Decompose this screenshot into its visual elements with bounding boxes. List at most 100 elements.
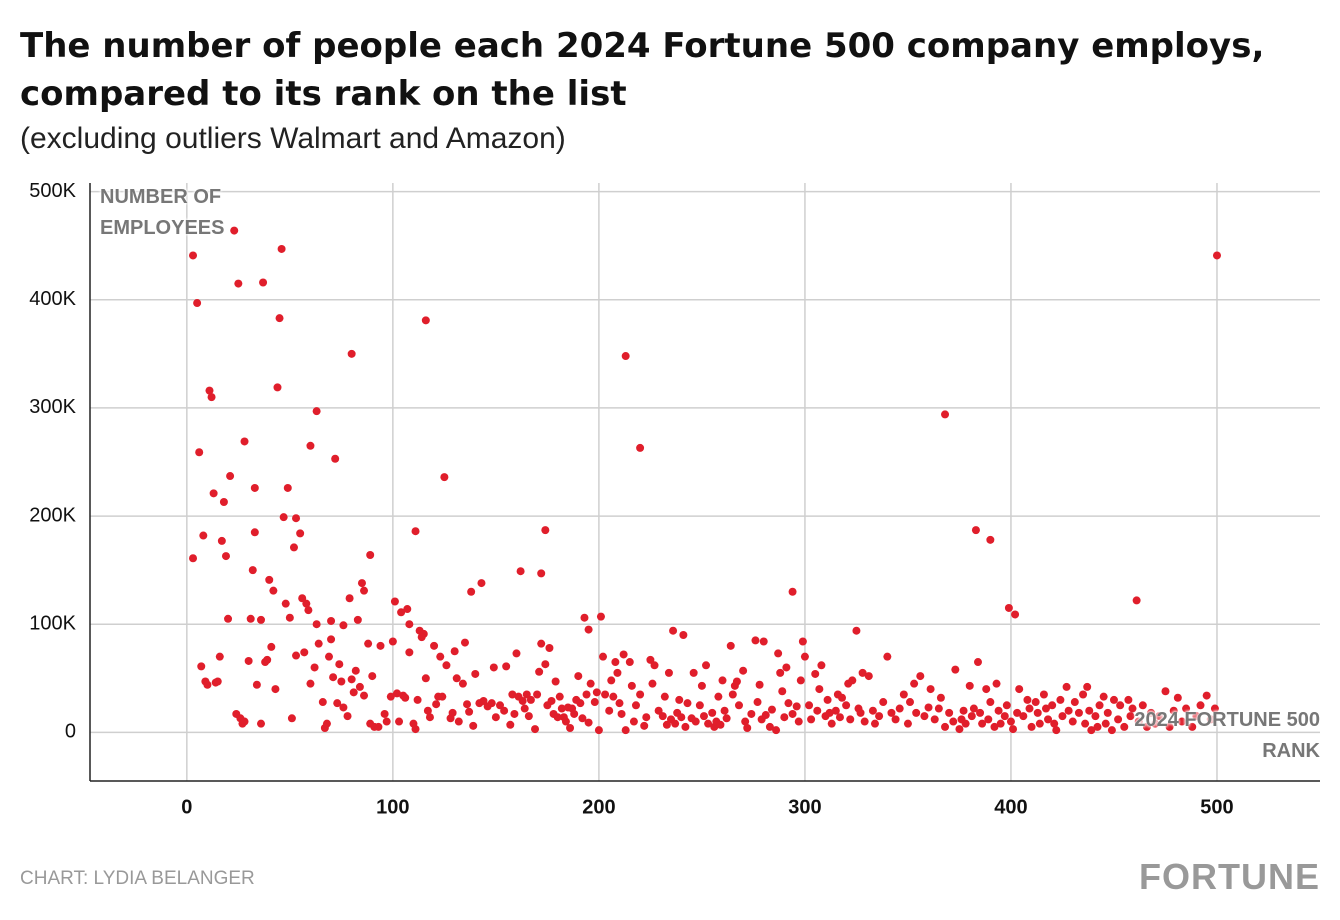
data-point [304,606,313,615]
data-point [1081,719,1090,728]
data-point [267,642,276,651]
data-point [811,669,820,678]
data-point [289,543,298,552]
data-point [405,620,414,629]
data-point [1093,722,1102,731]
data-point [1058,712,1067,721]
data-point [774,649,783,658]
data-point [961,719,970,728]
data-point [477,579,486,588]
data-point [835,713,844,722]
data-point [1048,701,1057,710]
data-point [189,251,198,260]
data-point [452,674,461,683]
data-point [1134,717,1143,726]
data-point [257,719,266,728]
data-point [287,714,296,723]
data-point [788,709,797,718]
data-point [329,673,338,682]
x-tick-label: 200 [582,796,615,818]
data-point [642,713,651,722]
data-point [1120,722,1129,731]
data-point [586,679,595,688]
data-point [951,665,960,674]
data-point [912,708,921,717]
data-point [460,638,469,647]
data-point [438,692,447,701]
data-point [716,720,725,729]
data-point [650,661,659,670]
data-point [1025,704,1034,713]
data-point [277,244,286,253]
data-point [1000,712,1009,721]
data-point [322,719,331,728]
data-point [590,698,599,707]
data-point [697,681,706,690]
data-point [669,626,678,635]
data-point [1138,701,1147,710]
data-point [541,526,550,535]
data-point [226,472,235,481]
data-point [1188,722,1197,731]
data-point [934,704,943,713]
data-point [702,661,711,670]
data-point [331,454,340,463]
data-point [916,672,925,681]
data-point [197,662,206,671]
data-point [298,594,307,603]
data-point [607,676,616,685]
data-point [1013,708,1022,717]
data-point [1202,691,1211,700]
data-point [926,685,935,694]
data-point [689,668,698,677]
data-point [675,695,684,704]
data-point [454,717,463,726]
y-tick-label: 400K [29,288,76,310]
data-point [463,700,472,709]
data-point [292,514,301,523]
data-point [1177,717,1186,726]
data-point [599,652,608,661]
data-point [327,616,336,625]
data-point [551,677,560,686]
data-point [1210,704,1219,713]
data-point [708,708,717,717]
x-tick-label: 500 [1200,796,1233,818]
data-point [442,661,451,670]
data-point [382,717,391,726]
data-point [300,648,309,657]
data-point [899,690,908,699]
data-point [205,386,214,395]
data-point [976,708,985,717]
data-point [430,641,439,650]
y-tick-label: 100K [29,612,76,634]
data-point [817,661,826,670]
data-point [1004,603,1013,612]
data-point [920,712,929,721]
data-point [1109,695,1118,704]
data-point [335,660,344,669]
data-point [636,443,645,452]
data-point [1033,708,1042,717]
data-point [195,448,204,457]
data-point [753,698,762,707]
data-point [792,702,801,711]
data-point [345,594,354,603]
data-point [664,668,673,677]
data-point [411,527,420,536]
y-axis-label: NUMBER OF EMPLOYEES [100,186,225,239]
data-point [510,709,519,718]
data-point [941,410,950,419]
data-point [924,703,933,712]
data-point [778,687,787,696]
data-point [189,554,198,563]
data-point [395,717,404,726]
data-point [986,535,995,544]
data-point [720,706,729,715]
data-point [533,690,542,699]
data-point [411,725,420,734]
data-point [788,587,797,596]
data-point [1039,690,1048,699]
data-point [327,635,336,644]
data-point [248,566,257,575]
